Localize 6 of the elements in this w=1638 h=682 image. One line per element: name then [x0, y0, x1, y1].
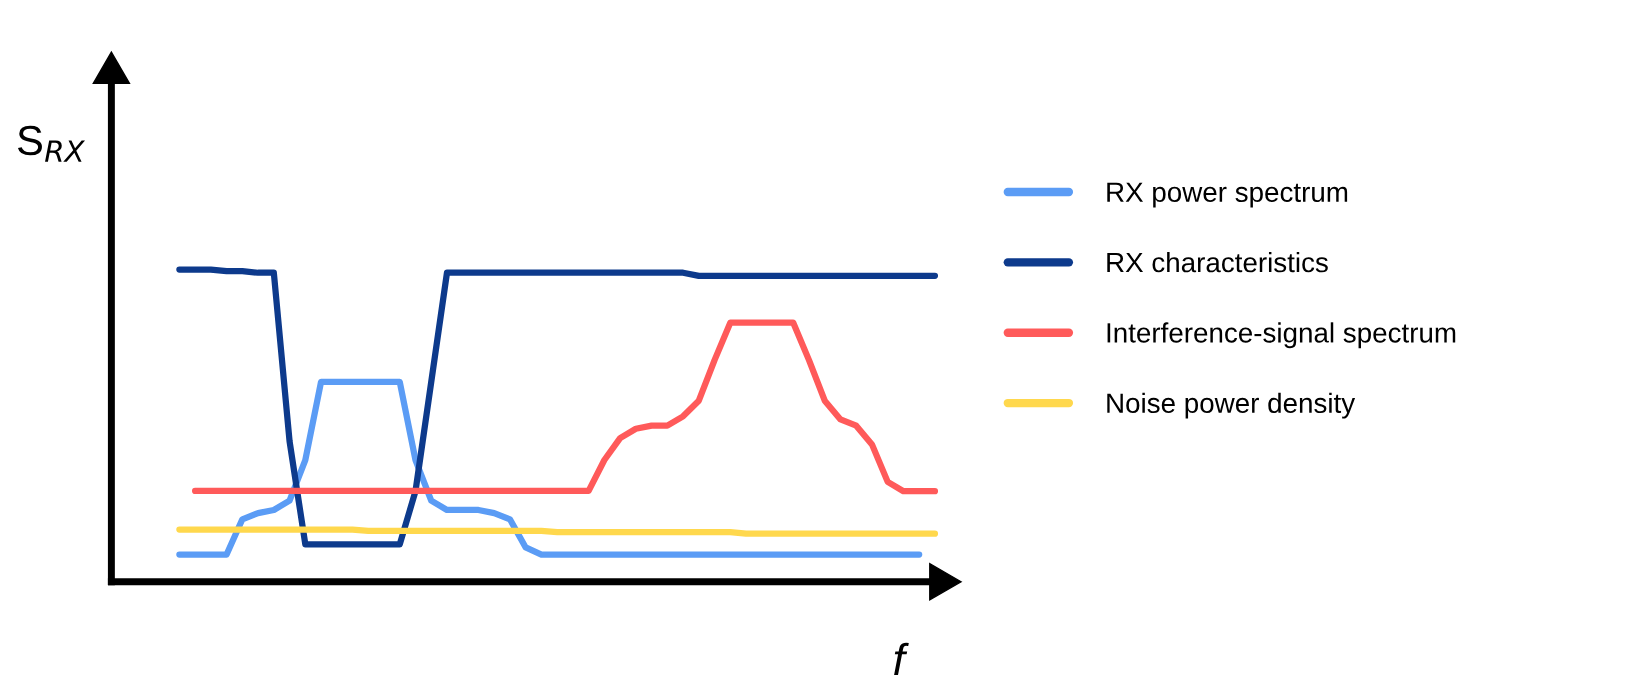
x-axis-title: f	[894, 642, 909, 676]
legend-label: Interference-signal spectrum	[1107, 322, 1456, 349]
y-axis-title: S$_{RX}$	[17, 125, 86, 162]
legend-label: Noise power density	[1107, 392, 1356, 419]
legend-label: RX power spectrum	[1107, 182, 1348, 208]
legend-label: RX characteristics	[1107, 251, 1328, 273]
